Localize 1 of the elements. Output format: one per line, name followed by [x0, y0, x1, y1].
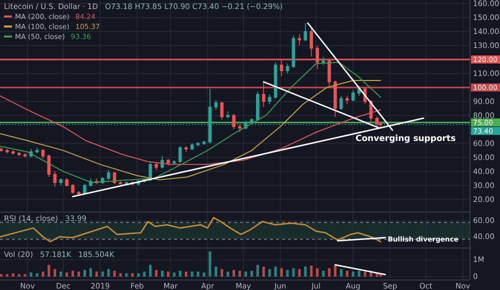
- annotation: Converging supports: [355, 134, 456, 144]
